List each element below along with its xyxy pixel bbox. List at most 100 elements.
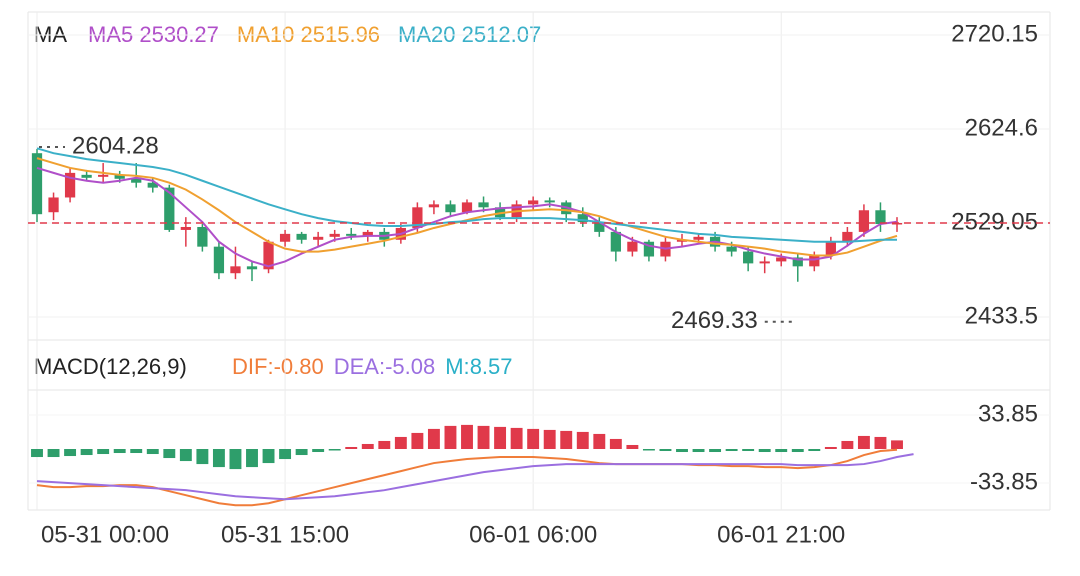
macd-bar: [163, 449, 176, 459]
ma-line: [36, 147, 898, 243]
macd-bar: [609, 438, 622, 449]
macd-bar: [461, 424, 473, 449]
macd-bar: [791, 449, 804, 453]
macd-bar: [709, 449, 722, 453]
macd-bar: [345, 446, 358, 449]
candle-body: [263, 241, 274, 270]
legend-name: DIF:: [232, 354, 274, 379]
legend-name: MA20: [398, 22, 455, 47]
legend-name: M:: [445, 354, 469, 379]
candle-body: [230, 266, 241, 274]
candle-body: [197, 226, 208, 247]
macd-bar: [626, 444, 639, 449]
macd-bar: [808, 449, 821, 452]
macd-bar: [593, 433, 606, 449]
macd-bar: [80, 449, 93, 456]
macd-bar: [758, 449, 771, 453]
legend-value: 2515.96: [301, 22, 381, 47]
candle-body: [346, 233, 357, 236]
candle-body: [693, 236, 704, 240]
macd-bar: [494, 426, 507, 449]
macd-bar: [642, 449, 655, 451]
candle-body: [428, 204, 440, 208]
legend-entry: MA20 2512.07: [398, 22, 541, 47]
y-tick-label: 2433.5: [965, 302, 1038, 329]
macd-bar: [130, 449, 143, 454]
low-label: 2469.33: [671, 307, 758, 334]
candle-body: [875, 210, 886, 225]
legend-entry: DEA:-5.08: [334, 354, 436, 379]
x-tick-label: 06-01 21:00: [717, 521, 845, 548]
candle-body: [461, 202, 473, 213]
macd-line: [36, 448, 898, 507]
y-tick-label: -33.85: [970, 468, 1038, 495]
macd-title: MACD(12,26,9): [34, 354, 187, 379]
macd-bar: [742, 449, 755, 452]
x-tick-label: 06-01 06:00: [469, 521, 597, 548]
macd-bar: [394, 436, 407, 449]
legend-entry: MA5 2530.27: [88, 22, 219, 47]
legend-value: -0.80: [274, 354, 324, 379]
macd-bar: [246, 449, 258, 468]
legend-entry: M:8.57: [445, 354, 512, 379]
candle-body: [48, 197, 59, 213]
macd-bar: [64, 449, 77, 457]
candle-body: [776, 257, 787, 262]
candle-body: [445, 204, 456, 213]
macd-bar: [295, 449, 308, 456]
candle-body: [296, 233, 307, 240]
macd-bar: [775, 449, 788, 453]
macd-bar: [676, 449, 688, 453]
macd-bar: [196, 449, 209, 465]
candle-body: [329, 233, 340, 237]
candle-body: [594, 222, 605, 232]
legend-value: -5.08: [385, 354, 435, 379]
macd-bar: [857, 435, 870, 449]
legend-name: MA5: [88, 22, 133, 47]
candle-body: [131, 178, 142, 183]
y-tick-label: 2624.6: [965, 114, 1038, 141]
macd-bar: [31, 449, 43, 458]
legend-value: 8.57: [470, 354, 513, 379]
macd-bar: [874, 436, 887, 449]
legend-entry: DIF:-0.80: [232, 354, 324, 379]
macd-bar: [279, 449, 292, 460]
macd-bar: [841, 440, 854, 449]
legend-name: MA10: [237, 22, 294, 47]
candle-body: [726, 246, 737, 252]
candle-body: [825, 241, 836, 255]
candle-body: [98, 174, 109, 177]
legend-value: 2530.27: [139, 22, 219, 47]
macd-bar: [312, 449, 325, 453]
candle-body: [544, 200, 555, 203]
candle-body: [792, 257, 803, 267]
macd-bar: [543, 429, 556, 449]
candle-body: [362, 231, 373, 236]
macd-bar: [229, 449, 242, 470]
candle-body: [610, 231, 621, 252]
candle-body: [577, 214, 588, 223]
candle-body: [627, 241, 638, 252]
candle-body: [478, 202, 489, 208]
candle-body: [246, 266, 258, 270]
macd-bar: [97, 449, 110, 455]
y-tick-label: 33.85: [978, 400, 1038, 427]
macd-bar: [179, 449, 192, 462]
candle-body: [147, 182, 158, 188]
candle-body: [759, 261, 770, 264]
ma-line: [36, 166, 898, 268]
macd-bar: [725, 449, 738, 452]
legend-title: MA: [34, 22, 67, 47]
macd-bar: [212, 449, 225, 468]
frame: [27, 11, 1051, 511]
macd-bar: [477, 425, 490, 449]
macd-bar: [510, 427, 523, 449]
macd-bar: [692, 449, 705, 453]
candle-body: [743, 251, 754, 264]
macd-bar: [378, 440, 391, 449]
legend-entry: MA10 2515.96: [237, 22, 380, 47]
candle-body: [313, 236, 324, 240]
candle-body: [842, 231, 853, 242]
